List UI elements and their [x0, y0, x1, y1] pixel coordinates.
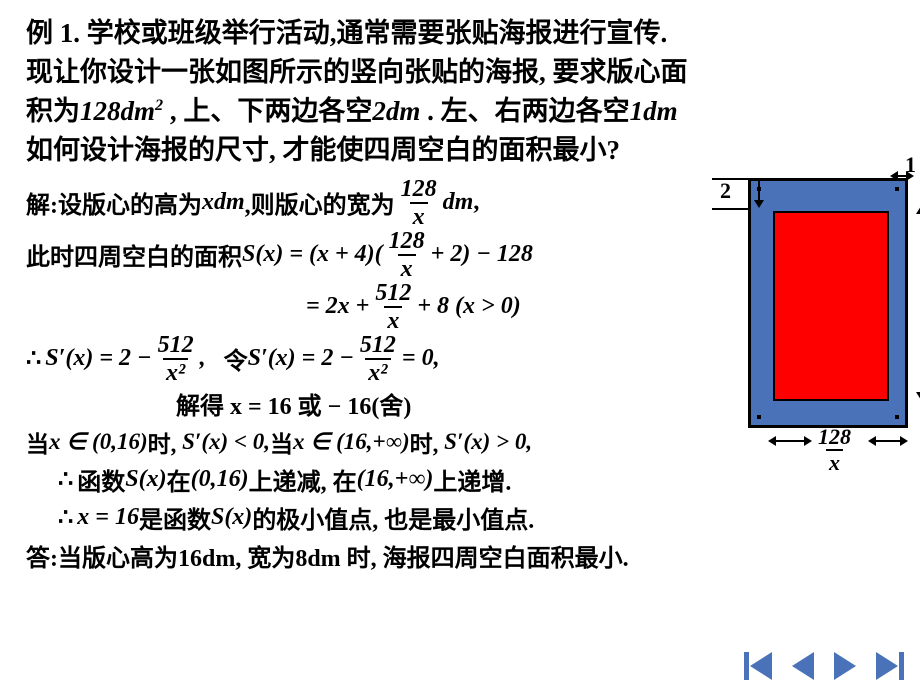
t: 令 — [224, 341, 248, 376]
dot — [895, 187, 899, 191]
eq: , — [200, 345, 206, 372]
txt: 积为 — [26, 96, 80, 126]
problem-line-2: 现让你设计一张如图所示的竖向张贴的海报, 要求版心面 — [26, 53, 902, 92]
nav-prev-button[interactable] — [792, 652, 814, 680]
nav-last-button[interactable] — [876, 652, 898, 680]
eq: S(x) = (x + 4)( — [242, 241, 383, 268]
unit: dm — [386, 96, 421, 126]
answer: 答:当版心高为16dm, 宽为8dm 时, 海报四周空白面积最小. — [26, 538, 629, 573]
t: 函数 — [77, 462, 125, 497]
xdm: xdm — [202, 189, 245, 216]
eq: (16,+∞) — [357, 466, 434, 493]
eq: S′(x) < 0, — [182, 429, 270, 455]
frac-512-x2: 512 x² — [155, 333, 197, 385]
line — [712, 208, 748, 210]
poster-inner — [773, 211, 889, 401]
eq: S(x) — [125, 466, 166, 493]
area-val: 128 — [80, 96, 121, 126]
eq: x ∈ (16,+∞) — [293, 429, 410, 455]
num: 512 — [372, 281, 414, 306]
arrow-br — [870, 440, 906, 442]
eq: + 8 (x > 0) — [417, 293, 520, 320]
nav-first-button[interactable] — [750, 652, 772, 680]
den: x — [826, 449, 843, 474]
problem-line-1: 例 1. 学校或班级举行活动,通常需要张贴海报进行宣传. — [26, 14, 902, 53]
eq: = 2x + — [306, 293, 369, 320]
frac-512-x: 512 x — [372, 281, 414, 333]
t: 是函数 — [139, 500, 211, 535]
t: 上递增. — [433, 462, 511, 497]
therefore-icon — [58, 465, 77, 494]
num: 128 — [815, 426, 854, 449]
den: x — [398, 254, 416, 281]
eq: S′(x) > 0, — [444, 429, 532, 455]
frac-128-x: 128 x — [815, 426, 854, 474]
num: 128 — [398, 177, 440, 202]
eq: (0,16) — [191, 466, 249, 493]
den: x² — [163, 358, 188, 385]
problem-line-3: 积为128dm2 , 上、下两边各空2dm . 左、右两边各空1dm — [26, 92, 902, 131]
dot — [757, 415, 761, 419]
den: x² — [365, 358, 390, 385]
t: 此时四周空白的面积 — [26, 237, 242, 272]
eq: S′(x) = 2 − — [45, 345, 151, 372]
eq: x ∈ (0,16) — [49, 429, 148, 455]
t: 时, — [148, 425, 177, 459]
eq: S(x) — [211, 504, 252, 531]
eq: x = 16 — [77, 504, 139, 531]
frac-512-x2: 512 x² — [357, 333, 399, 385]
t: 在 — [167, 462, 191, 497]
num: 128 — [386, 229, 428, 254]
dot — [895, 415, 899, 419]
poster-diagram: 1 2 x 128 x — [730, 160, 910, 470]
side-val: 1 — [630, 96, 644, 126]
txt: , 上、下两边各空 — [170, 96, 373, 126]
t: 的极小值点, 也是最小值点. — [252, 500, 534, 535]
eq: = 0, — [402, 345, 440, 372]
num: 512 — [357, 333, 399, 358]
t: , — [473, 189, 479, 216]
eq: + 2) − 128 — [431, 241, 533, 268]
arrow-top — [758, 180, 760, 206]
label-128x: 128 x — [812, 426, 857, 474]
therefore-icon — [26, 344, 45, 373]
unit: dm — [121, 96, 156, 126]
unit: dm — [643, 96, 678, 126]
sol-line-9: 答:当版心高为16dm, 宽为8dm 时, 海报四周空白面积最小. — [26, 537, 902, 575]
t: ,则版心的宽为 — [245, 185, 395, 220]
sol-line-8: x = 16 是函数 S(x) 的极小值点, 也是最小值点. — [26, 499, 902, 537]
dm: dm — [443, 189, 474, 216]
den: x — [410, 202, 428, 229]
t: 解:设版心的高为 — [26, 185, 202, 220]
label-2: 2 — [720, 178, 731, 204]
den: x — [384, 306, 402, 333]
therefore-icon — [58, 503, 77, 532]
t: 上递减, 在 — [249, 462, 357, 497]
top-val: 2 — [372, 96, 386, 126]
t: 当 — [26, 425, 49, 459]
arrow-1 — [892, 175, 912, 177]
frac-128-x: 128 x — [398, 177, 440, 229]
eq: S′(x) = 2 − — [248, 345, 354, 372]
sq: 2 — [155, 96, 163, 114]
line — [712, 178, 748, 180]
problem-statement: 例 1. 学校或班级举行活动,通常需要张贴海报进行宣传. 现让你设计一张如图所示… — [26, 14, 902, 171]
nav-buttons — [750, 652, 898, 680]
nav-next-button[interactable] — [834, 652, 856, 680]
num: 512 — [155, 333, 197, 358]
slide: 例 1. 学校或班级举行活动,通常需要张贴海报进行宣传. 现让你设计一张如图所示… — [0, 0, 920, 690]
txt: . 左、右两边各空 — [427, 96, 630, 126]
t: 解得 x = 16 或 − 16(舍) — [176, 386, 411, 421]
t: 当 — [270, 425, 293, 459]
frac-128-x: 128 x — [386, 229, 428, 281]
arrow-bl — [770, 440, 810, 442]
t: 时, — [410, 425, 439, 459]
poster-outer — [748, 178, 908, 428]
